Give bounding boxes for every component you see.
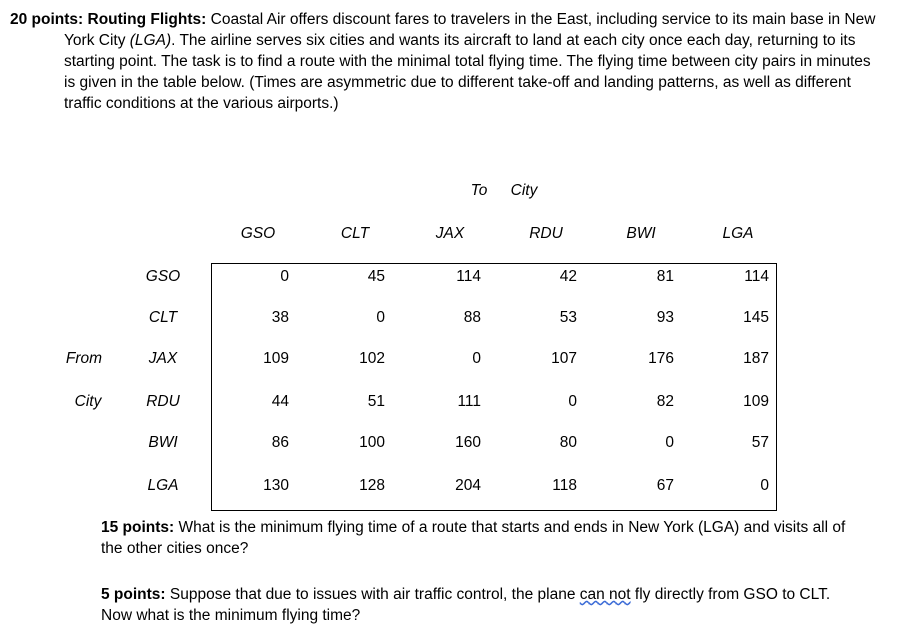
cell-value: 118 [552, 477, 577, 494]
cell-value: 81 [656, 268, 674, 285]
cell-value: 0 [280, 268, 289, 285]
points: 20 points: Routing Flights: [10, 11, 207, 28]
cell-value: 93 [656, 309, 674, 326]
text: What is the minimum flying time of a rou… [101, 519, 846, 557]
problem-statement: 20 points: Routing Flights: Coastal Air … [10, 9, 876, 114]
cell-value: 88 [463, 309, 481, 326]
row-label: GSO [145, 268, 181, 285]
column-header: JAX [435, 225, 465, 242]
cell-value: 0 [760, 477, 769, 494]
cell-value: 82 [656, 393, 674, 410]
cell-value: 0 [472, 350, 481, 367]
column-header: RDU [529, 225, 563, 242]
cell-value: 100 [359, 434, 385, 451]
row-label: RDU [146, 393, 180, 410]
cell-value: 204 [455, 477, 481, 494]
cell-value: 187 [743, 350, 769, 367]
cell-value: 53 [559, 309, 577, 326]
from-city-label: City [74, 393, 102, 410]
cell-value: 128 [359, 477, 385, 494]
to-city-label: City [510, 182, 538, 199]
cell-value: 111 [457, 393, 481, 410]
underlined-text: can not [579, 586, 631, 603]
row-label: LGA [147, 477, 179, 494]
question: 5 points: Suppose that due to issues wit… [101, 584, 861, 626]
cell-value: 114 [744, 268, 769, 285]
text: . The airline serves six cities and want… [64, 32, 871, 112]
text: Suppose that due to issues with air traf… [169, 586, 580, 603]
cell-value: 102 [359, 350, 385, 367]
cell-value: 114 [456, 268, 481, 285]
italic-text: (LGA) [129, 32, 172, 49]
cell-value: 57 [751, 434, 769, 451]
from-label: From [65, 350, 103, 367]
column-header: BWI [626, 225, 656, 242]
points: 15 points: [101, 519, 175, 536]
row-label: BWI [148, 434, 178, 451]
cell-value: 109 [743, 393, 769, 410]
question: 15 points: What is the minimum flying ti… [101, 517, 861, 559]
row-label: JAX [148, 350, 178, 367]
cell-value: 67 [656, 477, 674, 494]
cell-value: 86 [271, 434, 289, 451]
column-header: LGA [722, 225, 754, 242]
cell-value: 107 [551, 350, 577, 367]
cell-value: 109 [263, 350, 289, 367]
cell-value: 0 [376, 309, 385, 326]
to-label: To [470, 182, 488, 199]
cell-value: 0 [568, 393, 577, 410]
cell-value: 51 [367, 393, 385, 410]
cell-value: 0 [665, 434, 674, 451]
cell-value: 44 [271, 393, 289, 410]
table-border [211, 263, 777, 511]
text: fly directly from GSO to CLT. Now what i… [101, 586, 831, 624]
cell-value: 38 [271, 309, 289, 326]
column-header: CLT [340, 225, 370, 242]
cell-value: 145 [743, 309, 769, 326]
cell-value: 176 [648, 350, 674, 367]
column-header: GSO [240, 225, 276, 242]
cell-value: 45 [367, 268, 385, 285]
cell-value: 130 [263, 477, 289, 494]
cell-value: 42 [559, 268, 577, 285]
cell-value: 80 [559, 434, 577, 451]
points: 5 points: [101, 586, 166, 603]
text: Coastal Air offers discount fares to tra… [64, 11, 876, 49]
row-label: CLT [148, 309, 178, 326]
cell-value: 160 [455, 434, 481, 451]
